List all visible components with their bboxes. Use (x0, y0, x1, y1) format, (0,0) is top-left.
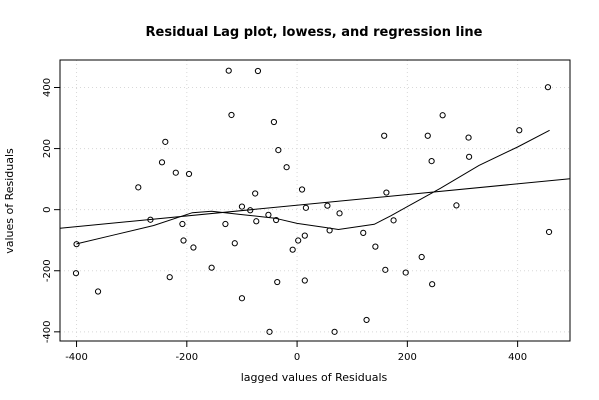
data-point (428, 157, 435, 165)
data-point (275, 147, 282, 154)
data-point (516, 127, 523, 134)
data-point (544, 84, 552, 91)
grid (60, 60, 570, 341)
data-point (72, 270, 80, 277)
data-point (302, 204, 310, 211)
plot-frame (59, 59, 571, 342)
x-tick-label: -400 (65, 352, 88, 363)
data-point (270, 118, 278, 126)
data-point (273, 216, 280, 224)
data-point (247, 207, 254, 214)
data-point (238, 203, 246, 210)
data-point (336, 210, 343, 217)
y-tick-label: -400 (42, 320, 53, 343)
data-point (274, 278, 281, 286)
data-point (179, 220, 186, 228)
x-tick-label: 400 (508, 352, 527, 363)
data-point (253, 218, 260, 225)
data-point (390, 217, 397, 224)
x-tick-label: 0 (294, 352, 300, 363)
data-point (208, 264, 215, 271)
data-point (73, 241, 80, 248)
data-point (190, 244, 197, 251)
data-point (363, 316, 370, 324)
data-point (424, 132, 431, 139)
x-axis: -400 -200 0 200 400 (65, 341, 527, 363)
regression-line (59, 178, 571, 229)
data-point (135, 184, 142, 191)
data-point (228, 111, 235, 119)
data-point (466, 153, 473, 160)
data-point (180, 237, 187, 244)
data-point (429, 281, 436, 288)
data-point (225, 67, 232, 74)
lowess-layer (76, 129, 550, 245)
data-point (382, 266, 389, 273)
lowess-line (76, 129, 550, 245)
data-point (289, 246, 296, 253)
data-point (231, 240, 238, 247)
data-point (453, 202, 460, 209)
data-point (266, 328, 273, 335)
y-tick-label: 0 (42, 206, 53, 212)
data-point (283, 164, 290, 171)
data-point (222, 220, 229, 228)
data-point (383, 189, 390, 196)
x-tick-label: 200 (398, 352, 417, 363)
data-point (254, 67, 262, 75)
data-point (295, 237, 302, 244)
data-point (465, 134, 472, 141)
y-axis: -400 -200 0 200 400 (42, 78, 60, 343)
data-point (298, 186, 306, 193)
x-axis-label: lagged values of Residuals (241, 371, 388, 384)
points-layer (72, 67, 553, 335)
data-point (238, 295, 246, 302)
chart-title: Residual Lag plot, lowess, and regressio… (146, 25, 483, 40)
data-point (162, 138, 169, 145)
data-point (301, 277, 308, 284)
data-point (331, 328, 338, 335)
data-point (381, 132, 388, 139)
data-point (166, 274, 173, 281)
data-point (94, 288, 102, 295)
data-point (301, 232, 308, 239)
data-point (158, 159, 166, 166)
y-tick-label: -200 (42, 259, 53, 282)
data-point (545, 228, 553, 236)
data-point (439, 112, 446, 119)
x-tick-label: -200 (175, 352, 198, 363)
data-point (185, 170, 193, 178)
data-point (147, 216, 154, 223)
y-tick-label: 200 (42, 139, 53, 158)
y-axis-label: values of Residuals (3, 148, 16, 254)
data-point (324, 202, 331, 209)
data-point (402, 269, 409, 276)
regression-layer (59, 178, 571, 229)
data-point (172, 169, 179, 176)
y-tick-label: 400 (42, 78, 53, 97)
data-point (372, 243, 379, 250)
data-point (418, 253, 425, 261)
data-point (252, 190, 259, 197)
data-point (326, 227, 333, 234)
data-point (265, 211, 272, 218)
data-point (360, 229, 367, 236)
